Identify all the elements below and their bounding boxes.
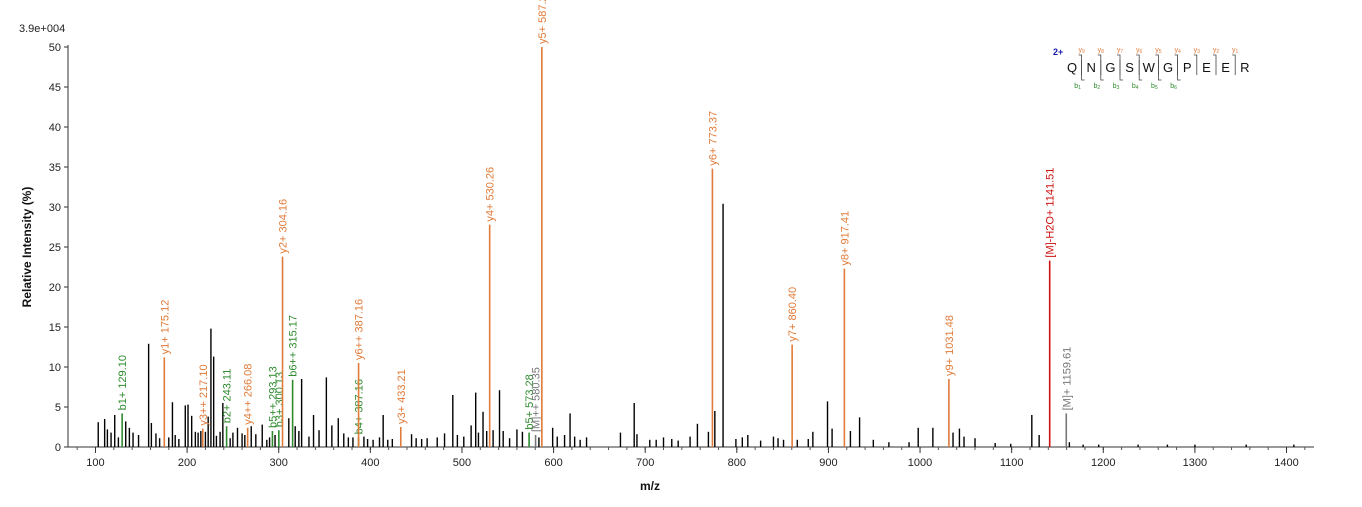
y-ion-label: y4 xyxy=(1174,47,1181,55)
x-tick-label: 100 xyxy=(86,457,104,469)
x-tick-label: 1400 xyxy=(1274,457,1298,469)
peak-label: [M]-H2O+ 1141.51 xyxy=(1045,168,1057,258)
y-ion-label: y5 xyxy=(1155,47,1162,55)
y-axis-title: Relative Intensity (%) xyxy=(20,187,34,308)
sequence-residue: P xyxy=(1183,60,1192,75)
peak-label: y9+ 1031.48 xyxy=(944,315,956,376)
y-ion-label: y1 xyxy=(1232,47,1239,55)
b-ion-bracket xyxy=(1158,60,1162,81)
x-tick-label: 500 xyxy=(453,457,471,469)
peak-label: y2+ 304.16 xyxy=(278,199,290,254)
x-tick-label: 800 xyxy=(728,457,746,469)
b-ion-bracket xyxy=(1119,60,1123,81)
y-ion-bracket xyxy=(1136,54,1140,75)
y-ion-bracket xyxy=(1117,54,1121,75)
b-ion-label: b3 xyxy=(1113,83,1120,91)
y-tick-label: 20 xyxy=(49,282,61,294)
axes: 0 5 10 15 20 25 30 35 40 45 50 100 200 300 400 500 600 70… xyxy=(49,42,1314,469)
b-ion-label: b5 xyxy=(1151,83,1158,91)
peak-label: b6++ 315.17 xyxy=(288,315,300,377)
y-ion-label: y3 xyxy=(1194,47,1201,55)
y-ion-bracket xyxy=(1174,54,1178,75)
b-ion-bracket xyxy=(1138,60,1143,81)
sequence-residue: R xyxy=(1240,60,1249,75)
b-ion-bracket xyxy=(1100,60,1104,81)
y-tick-label: 10 xyxy=(49,362,61,374)
y-tick-label: 30 xyxy=(49,202,61,214)
x-tick-label: 400 xyxy=(361,457,379,469)
x-tick-label: 300 xyxy=(270,457,288,469)
b-ion-label: b6 xyxy=(1170,83,1177,91)
y-tick-label: 35 xyxy=(49,162,61,174)
x-tick-label: 900 xyxy=(819,457,837,469)
peak-label: b1+ 129.10 xyxy=(117,355,129,410)
y-tick-label: 25 xyxy=(49,242,61,254)
y-tick-label: 5 xyxy=(55,402,61,414)
peak-label: b4+ 387.16 xyxy=(354,379,366,434)
x-tick-label: 700 xyxy=(636,457,654,469)
peak-label: [M]++ 580.35 xyxy=(531,367,543,432)
y-ion-bracket xyxy=(1213,54,1217,75)
sequence-residue: E xyxy=(1202,60,1211,75)
x-tick-label: 600 xyxy=(544,457,562,469)
y-ion-label: y9 xyxy=(1078,47,1085,55)
sequence-residue: G xyxy=(1105,60,1115,75)
peak-label: [M]+ 1159.61 xyxy=(1061,347,1073,411)
y-ion-label: y7 xyxy=(1117,47,1124,55)
x-tick-label: 1000 xyxy=(908,457,932,469)
y-ion-bracket xyxy=(1232,54,1236,75)
peak-label: y6++ 387.16 xyxy=(354,299,366,360)
x-tick-label: 1200 xyxy=(1091,457,1115,469)
b-ion-label: b1 xyxy=(1074,83,1081,91)
y-ion-label: y2 xyxy=(1213,47,1220,55)
peak-label: y4++ 266.08 xyxy=(243,364,255,425)
sequence-residue: N xyxy=(1087,60,1096,75)
y-tick-label: 40 xyxy=(49,122,61,134)
unlabeled-peaks xyxy=(97,203,1295,447)
y-ion-bracket xyxy=(1078,54,1082,75)
intensity-scale-label: 3.9e+004 xyxy=(19,23,65,35)
y-ion-bracket xyxy=(1155,54,1159,75)
sequence-residue: G xyxy=(1163,60,1173,75)
b-ion-bracket xyxy=(1177,60,1181,81)
peak-label: y5+ 587.2 xyxy=(537,0,549,44)
charge-state: 2+ xyxy=(1053,47,1063,57)
y-tick-label: 45 xyxy=(49,82,61,94)
peak-label: b2+ 243.11 xyxy=(222,369,234,424)
y-tick-label: 15 xyxy=(49,322,61,334)
peak-label: b3+ 300.13 xyxy=(274,372,286,427)
peak-label: b5+ 573.28 xyxy=(524,374,536,429)
peak-label: b5++ 293.13 xyxy=(267,366,279,428)
b-ion-label: b2 xyxy=(1093,83,1100,91)
peak-label: y3++ 217.10 xyxy=(198,364,210,425)
y-tick-label: 0 xyxy=(55,442,61,454)
y-ion-label: y8 xyxy=(1098,47,1105,55)
x-axis-title: m/z xyxy=(640,479,660,493)
peak-label: y1+ 175.12 xyxy=(159,300,171,355)
sequence-residue: E xyxy=(1221,60,1230,75)
y-ion-bracket xyxy=(1097,54,1102,75)
y-tick-label: 50 xyxy=(49,42,61,54)
sequence-residue: W xyxy=(1143,60,1156,75)
x-tick-label: 1100 xyxy=(1000,457,1024,469)
sequence-residue: S xyxy=(1125,60,1134,75)
b-ion-bracket xyxy=(1081,60,1085,81)
x-tick-label: 1300 xyxy=(1183,457,1207,469)
y-ion-label: y6 xyxy=(1136,47,1143,55)
x-tick-label: 200 xyxy=(178,457,196,469)
y-ion-bracket xyxy=(1193,54,1198,75)
peak-label: y7+ 860.40 xyxy=(787,287,799,342)
sequence-residue: Q xyxy=(1067,60,1077,75)
annotated-peaks: b1+ 129.10 y1+ 175.12 y3++ 217.10 b2+ 243.1… xyxy=(117,0,1073,447)
peak-label: y4+ 530.26 xyxy=(485,167,497,222)
peak-label: y8+ 917.41 xyxy=(839,211,851,266)
peak-label: y6+ 773.37 xyxy=(707,111,719,166)
peak-label: y3+ 433.21 xyxy=(396,369,408,424)
b-ion-label: b4 xyxy=(1132,83,1139,91)
